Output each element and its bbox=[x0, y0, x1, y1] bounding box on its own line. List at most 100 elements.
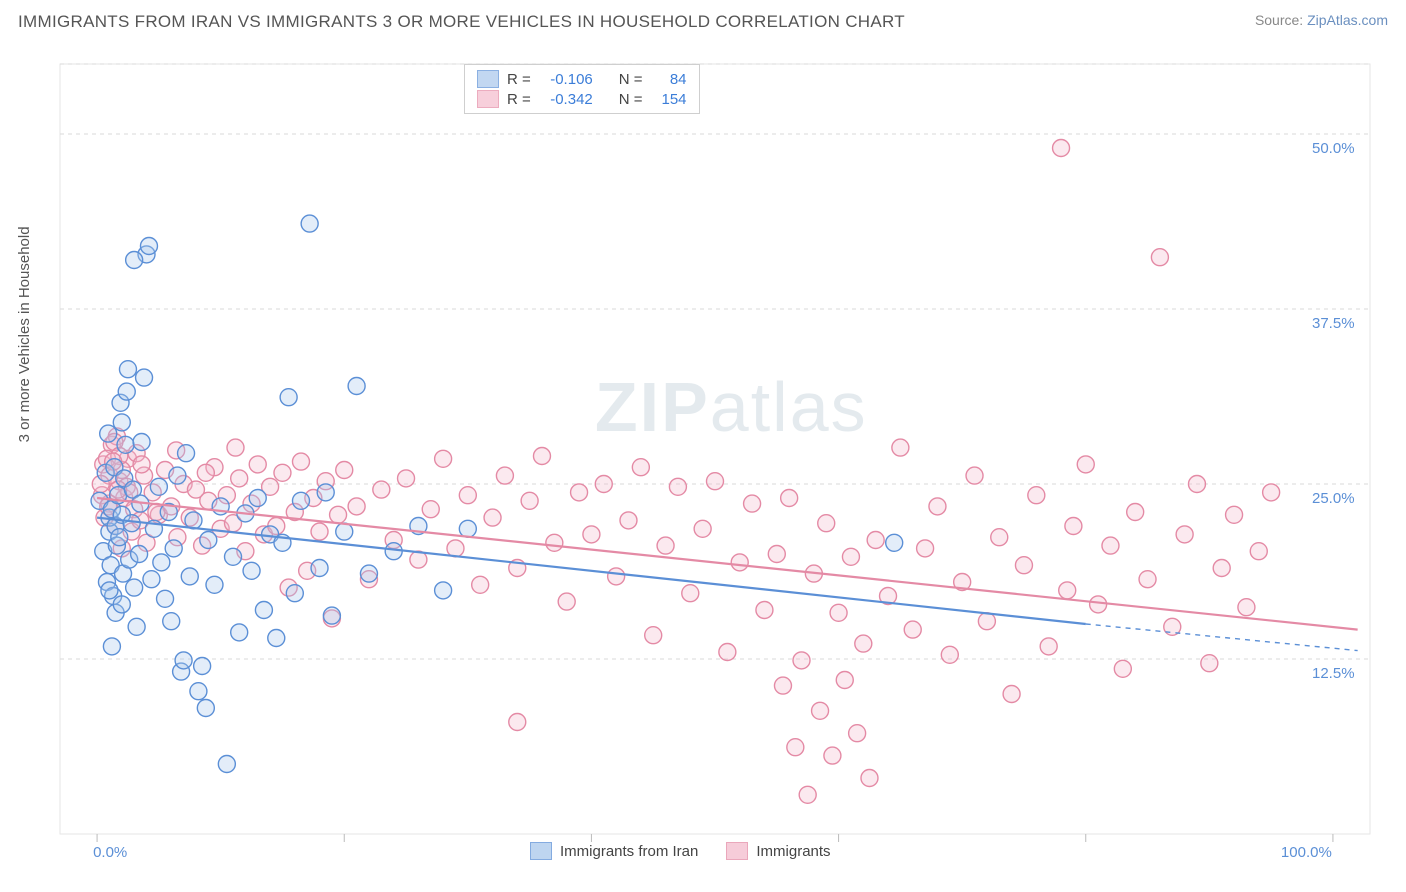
source-link[interactable]: ZipAtlas.com bbox=[1307, 12, 1388, 28]
y-tick-label: 50.0% bbox=[1312, 140, 1355, 157]
data-point bbox=[818, 515, 835, 532]
data-point bbox=[1201, 655, 1218, 672]
data-point bbox=[1065, 518, 1082, 535]
data-point bbox=[200, 532, 217, 549]
data-point bbox=[1226, 506, 1243, 523]
data-point bbox=[744, 495, 761, 512]
data-point bbox=[645, 627, 662, 644]
data-point bbox=[175, 652, 192, 669]
data-point bbox=[111, 529, 128, 546]
data-point bbox=[1028, 487, 1045, 504]
data-point bbox=[323, 607, 340, 624]
data-point bbox=[197, 464, 214, 481]
data-point bbox=[1139, 571, 1156, 588]
data-point bbox=[435, 450, 452, 467]
data-point bbox=[447, 540, 464, 557]
data-point bbox=[892, 439, 909, 456]
data-point bbox=[904, 621, 921, 638]
data-point bbox=[836, 672, 853, 689]
data-point bbox=[583, 526, 600, 543]
x-tick-label: 0.0% bbox=[93, 844, 127, 861]
series-legend: Immigrants from IranImmigrants bbox=[530, 842, 831, 860]
data-point bbox=[190, 683, 207, 700]
data-point bbox=[181, 568, 198, 585]
data-point bbox=[1151, 249, 1168, 266]
data-point bbox=[103, 638, 120, 655]
data-point bbox=[311, 560, 328, 577]
stats-row: R =-0.106N =84 bbox=[465, 69, 699, 89]
data-point bbox=[169, 467, 186, 484]
data-point bbox=[861, 770, 878, 787]
data-point bbox=[533, 448, 550, 465]
data-point bbox=[330, 506, 347, 523]
data-point bbox=[830, 604, 847, 621]
data-point bbox=[163, 613, 180, 630]
data-point bbox=[243, 562, 260, 579]
data-point bbox=[178, 445, 195, 462]
data-point bbox=[707, 473, 724, 490]
correlation-stats-box: R =-0.106N =84R =-0.342N =154 bbox=[464, 64, 700, 114]
data-point bbox=[268, 630, 285, 647]
data-point bbox=[128, 618, 145, 635]
x-tick-label: 100.0% bbox=[1281, 844, 1332, 861]
stats-row: R =-0.342N =154 bbox=[465, 89, 699, 109]
data-point bbox=[1238, 599, 1255, 616]
data-point bbox=[194, 658, 211, 675]
data-point bbox=[521, 492, 538, 509]
data-point bbox=[373, 481, 390, 498]
data-point bbox=[781, 490, 798, 507]
data-point bbox=[509, 714, 526, 731]
series-swatch bbox=[477, 90, 499, 108]
data-point bbox=[571, 484, 588, 501]
chart-container: 3 or more Vehicles in Household ZIPatlas… bbox=[20, 54, 1388, 874]
data-point bbox=[231, 624, 248, 641]
legend-label: Immigrants from Iran bbox=[560, 843, 698, 860]
data-point bbox=[153, 554, 170, 571]
data-point bbox=[133, 434, 150, 451]
data-point bbox=[1263, 484, 1280, 501]
data-point bbox=[793, 652, 810, 669]
data-point bbox=[206, 576, 223, 593]
data-point bbox=[632, 459, 649, 476]
data-point bbox=[249, 456, 266, 473]
data-point bbox=[131, 546, 148, 563]
data-point bbox=[311, 523, 328, 540]
data-point bbox=[143, 571, 160, 588]
data-point bbox=[694, 520, 711, 537]
data-point bbox=[774, 677, 791, 694]
data-point bbox=[422, 501, 439, 518]
y-tick-label: 37.5% bbox=[1312, 315, 1355, 332]
data-point bbox=[608, 568, 625, 585]
data-point bbox=[165, 540, 182, 557]
data-point bbox=[336, 462, 353, 479]
legend-item: Immigrants from Iran bbox=[530, 842, 698, 860]
data-point bbox=[991, 529, 1008, 546]
data-point bbox=[886, 534, 903, 551]
source-attribution: Source: ZipAtlas.com bbox=[1255, 12, 1388, 28]
y-axis-label: 3 or more Vehicles in Household bbox=[16, 226, 33, 442]
data-point bbox=[855, 635, 872, 652]
data-point bbox=[768, 546, 785, 563]
data-point bbox=[484, 509, 501, 526]
data-point bbox=[546, 534, 563, 551]
data-point bbox=[336, 523, 353, 540]
data-point bbox=[799, 786, 816, 803]
data-point bbox=[126, 579, 143, 596]
data-point bbox=[978, 613, 995, 630]
data-point bbox=[941, 646, 958, 663]
data-point bbox=[435, 582, 452, 599]
y-tick-label: 25.0% bbox=[1312, 490, 1355, 507]
data-point bbox=[119, 361, 136, 378]
data-point bbox=[756, 602, 773, 619]
data-point bbox=[292, 492, 309, 509]
data-point bbox=[1176, 526, 1193, 543]
data-point bbox=[317, 484, 334, 501]
data-point bbox=[118, 383, 135, 400]
chart-title: IMMIGRANTS FROM IRAN VS IMMIGRANTS 3 OR … bbox=[18, 12, 905, 32]
data-point bbox=[348, 378, 365, 395]
data-point bbox=[113, 414, 130, 431]
data-point bbox=[1114, 660, 1131, 677]
data-point bbox=[824, 747, 841, 764]
data-point bbox=[274, 464, 291, 481]
data-point bbox=[150, 478, 167, 495]
